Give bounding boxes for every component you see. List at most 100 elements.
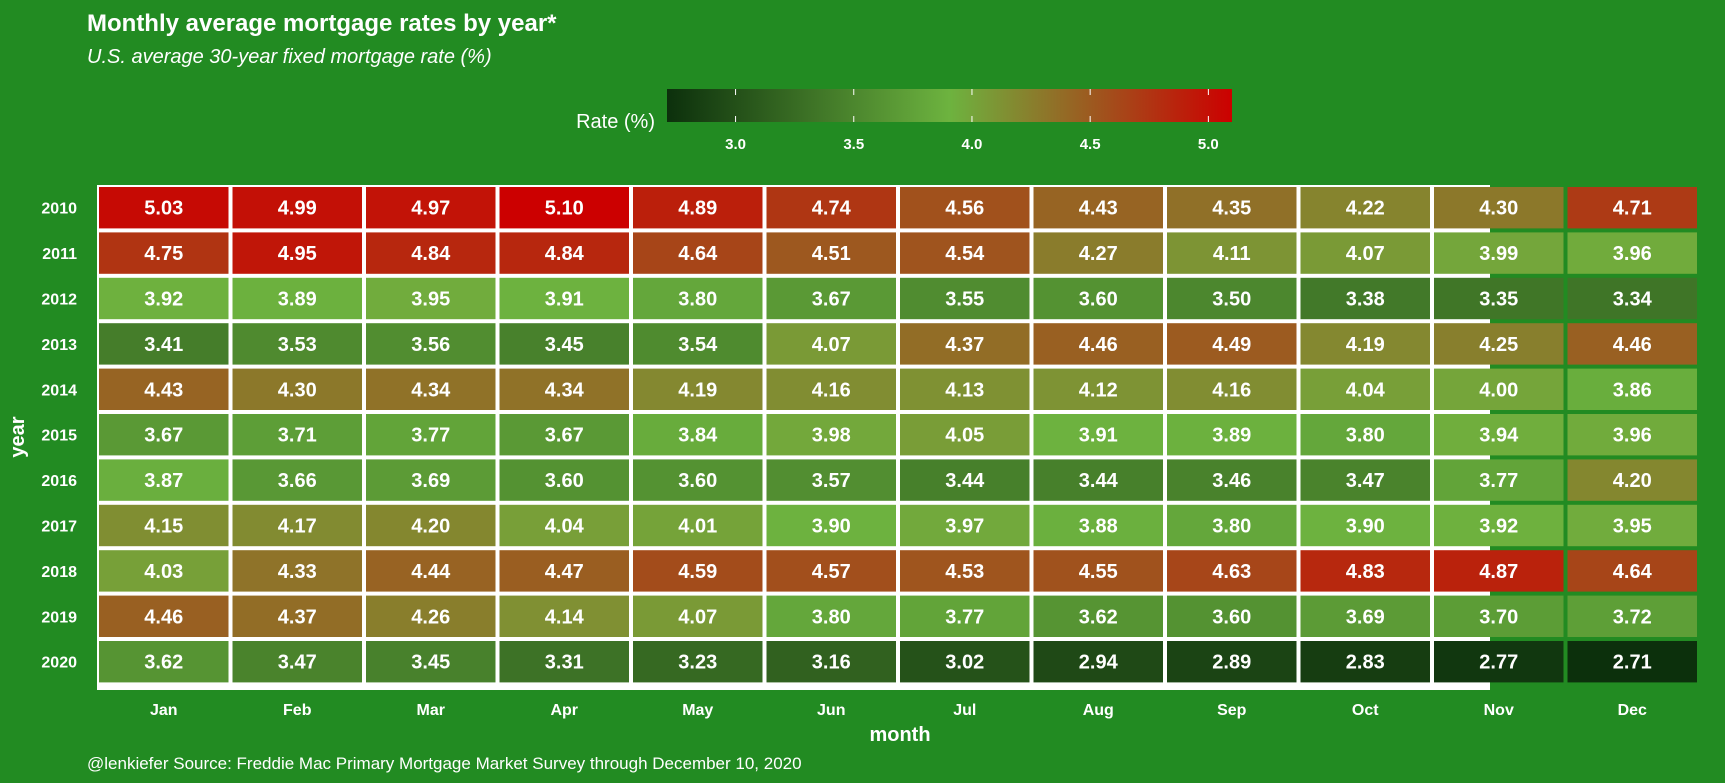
heatmap-cell-2020-nov — [1434, 641, 1564, 683]
cell-value-label: 3.60 — [678, 470, 717, 492]
heatmap-cell-2019-sep — [1167, 595, 1297, 637]
heatmap-cell-2010-feb — [232, 187, 362, 229]
cell-value-label: 4.49 — [1212, 334, 1251, 356]
cell-value-label: 4.07 — [1346, 243, 1385, 265]
x-tick-label: Aug — [1083, 702, 1114, 719]
heatmap-cell-2014-jun — [766, 368, 896, 410]
heatmap-cell-2016-aug — [1033, 459, 1163, 501]
cell-value-label: 4.87 — [1479, 561, 1518, 583]
cell-value-label: 3.88 — [1079, 516, 1118, 538]
y-tick-label: 2014 — [41, 382, 77, 399]
heatmap-cell-2018-jun — [766, 550, 896, 592]
cell-value-label: 3.71 — [278, 425, 317, 447]
cell-value-label: 3.45 — [411, 652, 450, 674]
cell-value-label: 4.83 — [1346, 561, 1385, 583]
heatmap-cell-2013-oct — [1300, 323, 1430, 365]
legend-color-bar — [667, 89, 1232, 122]
cell-value-label: 3.80 — [678, 289, 717, 311]
cell-value-label: 3.62 — [1079, 606, 1118, 628]
heatmap-cell-2010-dec — [1567, 187, 1697, 229]
cell-value-label: 5.10 — [545, 198, 584, 220]
cell-value-label: 4.25 — [1479, 334, 1518, 356]
heatmap-cell-2018-nov — [1434, 550, 1564, 592]
heatmap-cell-2010-mar — [366, 187, 496, 229]
heatmap-cell-2020-jun — [766, 641, 896, 683]
cell-value-label: 4.03 — [144, 561, 183, 583]
heatmap-cell-2013-aug — [1033, 323, 1163, 365]
cell-value-label: 4.04 — [1346, 379, 1386, 401]
heatmap-cell-2015-may — [633, 414, 763, 456]
heatmap-cell-2019-jun — [766, 595, 896, 637]
heatmap-cell-2015-mar — [366, 414, 496, 456]
cell-value-label: 3.90 — [1346, 516, 1385, 538]
cell-value-label: 4.12 — [1079, 379, 1118, 401]
cell-value-label: 4.89 — [678, 198, 717, 220]
cell-value-label: 2.94 — [1079, 652, 1119, 674]
cell-value-label: 3.98 — [812, 425, 851, 447]
chart-subtitle: U.S. average 30-year fixed mortgage rate… — [87, 46, 492, 68]
cell-value-label: 4.20 — [1613, 470, 1652, 492]
cell-value-label: 3.77 — [411, 425, 450, 447]
x-tick-label: Jan — [150, 702, 178, 719]
heatmap-cell-2011-jan — [99, 232, 229, 274]
cell-value-label: 4.16 — [812, 379, 851, 401]
heatmap-cell-2020-feb — [232, 641, 362, 683]
heatmap-cell-2011-may — [633, 232, 763, 274]
cell-value-label: 3.16 — [812, 652, 851, 674]
heatmap-cell-2011-nov — [1434, 232, 1564, 274]
cell-value-label: 3.67 — [812, 289, 851, 311]
cell-value-label: 4.57 — [812, 561, 851, 583]
cell-value-label: 3.69 — [411, 470, 450, 492]
heatmap-cell-2016-nov — [1434, 459, 1564, 501]
heatmap-cell-2016-oct — [1300, 459, 1430, 501]
cell-value-label: 3.60 — [1079, 289, 1118, 311]
cell-value-label: 4.84 — [545, 243, 585, 265]
heatmap-cell-2010-nov — [1434, 187, 1564, 229]
cell-value-label: 4.46 — [1613, 334, 1652, 356]
cell-value-label: 4.22 — [1346, 198, 1385, 220]
heatmap-cell-2018-may — [633, 550, 763, 592]
cell-value-label: 4.99 — [278, 198, 317, 220]
cell-value-label: 4.30 — [1479, 198, 1518, 220]
cell-value-label: 3.89 — [278, 289, 317, 311]
y-tick-label: 2012 — [41, 292, 77, 309]
cell-value-label: 3.91 — [1079, 425, 1118, 447]
cell-value-label: 3.77 — [945, 606, 984, 628]
cell-value-label: 3.50 — [1212, 289, 1251, 311]
cell-value-label: 3.67 — [144, 425, 183, 447]
chart-title: Monthly average mortgage rates by year* — [87, 10, 557, 37]
y-tick-label: 2016 — [41, 473, 77, 490]
cell-value-label: 4.37 — [278, 606, 317, 628]
y-tick-label: 2015 — [41, 428, 77, 445]
x-axis-title: month — [869, 724, 930, 746]
heatmap-cell-2018-oct — [1300, 550, 1430, 592]
cell-value-label: 4.14 — [545, 606, 585, 628]
heatmap-cell-2013-mar — [366, 323, 496, 365]
heatmap-cell-2016-jul — [900, 459, 1030, 501]
y-tick-label: 2013 — [41, 337, 77, 354]
cell-value-label: 3.62 — [144, 652, 183, 674]
cell-value-label: 3.70 — [1479, 606, 1518, 628]
heatmap-cell-2013-may — [633, 323, 763, 365]
heatmap-cell-2017-sep — [1167, 504, 1297, 547]
cell-value-label: 4.46 — [144, 606, 183, 628]
heatmap-cell-2016-feb — [232, 459, 362, 501]
cell-value-label: 3.47 — [278, 652, 317, 674]
cell-value-label: 3.89 — [1212, 425, 1251, 447]
cell-value-label: 4.34 — [545, 379, 585, 401]
cell-value-label: 4.74 — [812, 198, 852, 220]
heatmap-cell-2014-may — [633, 368, 763, 410]
heatmap-cell-2015-nov — [1434, 414, 1564, 456]
color-legend: Rate (%) 3.0 3.5 4.0 4.5 5.0 — [576, 89, 1232, 153]
heatmap-cell-2014-feb — [232, 368, 362, 410]
cell-value-label: 4.11 — [1213, 243, 1251, 265]
cell-value-label: 3.66 — [278, 470, 317, 492]
heatmap-cell-2020-dec — [1567, 641, 1697, 683]
cell-value-label: 4.15 — [144, 516, 183, 538]
cell-value-label: 3.92 — [144, 289, 183, 311]
legend-tick-label: 3.0 — [725, 136, 746, 153]
cell-value-label: 4.54 — [945, 243, 985, 265]
heatmap-cell-2019-dec — [1567, 595, 1697, 637]
cell-value-label: 4.75 — [144, 243, 183, 265]
